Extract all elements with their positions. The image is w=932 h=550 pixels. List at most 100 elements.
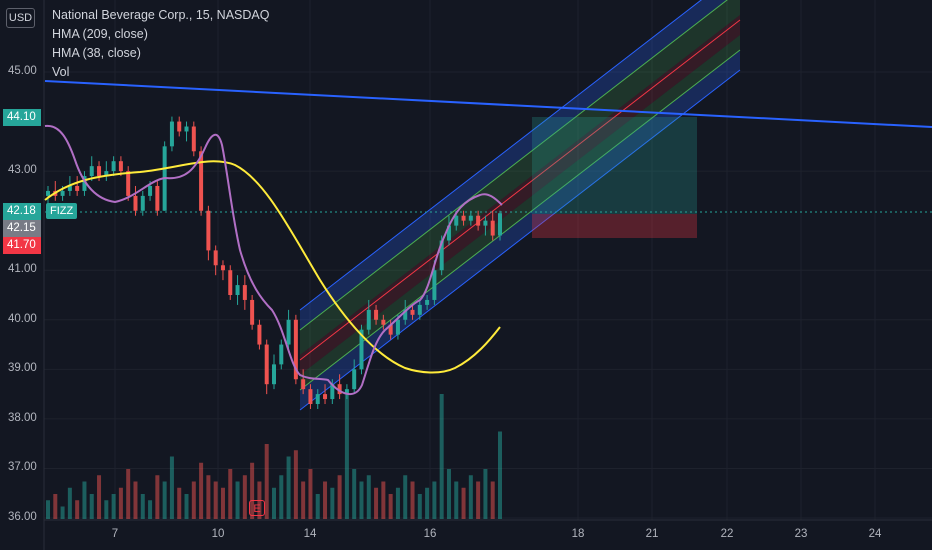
y-tick-label: 41.00 — [8, 263, 37, 276]
x-tick-label: 10 — [211, 528, 225, 540]
x-tick-label: 18 — [571, 528, 585, 540]
candle-body — [46, 190, 50, 196]
chart-grid — [44, 0, 932, 520]
candle-body — [140, 195, 145, 211]
volume-bar — [286, 456, 291, 519]
volume-bar — [337, 475, 342, 519]
candle-body — [286, 319, 291, 345]
hma-209-line — [44, 160, 501, 374]
ticker-badge: FIZZ — [46, 203, 78, 219]
volume-bar — [381, 481, 386, 519]
volume-bar — [454, 481, 459, 519]
candle-body — [111, 161, 116, 172]
candle-body — [257, 324, 262, 345]
candle-body — [432, 270, 437, 300]
volume-bar — [301, 481, 306, 519]
candlesticks — [46, 116, 502, 409]
candle-body — [118, 161, 123, 172]
candle-body — [483, 220, 488, 226]
candle-body — [293, 319, 298, 380]
volume-bar — [250, 462, 255, 519]
volume-bar — [432, 481, 437, 519]
earnings-marker[interactable]: E — [249, 500, 265, 516]
volume-bar — [425, 487, 430, 519]
candle-body — [126, 171, 131, 196]
candle-body — [213, 250, 218, 266]
price-label-current: 42.18 — [3, 203, 41, 220]
volume-bar — [395, 487, 400, 519]
candle-body — [337, 384, 342, 395]
candle-body — [264, 344, 269, 385]
candle-body — [410, 309, 415, 315]
candle-body — [89, 166, 94, 177]
candle-body — [308, 389, 313, 405]
volume-bar — [199, 462, 204, 519]
volume-bar — [476, 481, 481, 519]
volume-bar — [242, 475, 247, 519]
candle-body — [315, 394, 320, 405]
candle-body — [279, 344, 284, 365]
volume-bars — [46, 394, 502, 519]
volume-bar — [89, 494, 94, 519]
volume-bar — [111, 494, 116, 519]
candle-body — [359, 329, 364, 370]
candle-body — [301, 379, 306, 390]
channel-band — [300, 50, 740, 410]
volume-bar — [315, 494, 320, 519]
y-tick-label: 40.00 — [8, 312, 37, 325]
candle-body — [60, 190, 65, 196]
candle-body — [133, 195, 138, 211]
y-tick-label: 45.00 — [8, 65, 37, 77]
indicator-volume[interactable]: Vol — [52, 65, 70, 79]
volume-bar — [228, 469, 233, 519]
volume-bar — [148, 500, 153, 519]
candle-body — [97, 166, 102, 177]
volume-bar — [330, 487, 335, 519]
candle-body — [403, 309, 408, 320]
candle-body — [199, 151, 204, 211]
candle-body — [446, 225, 451, 241]
indicator-hma-209[interactable]: HMA (209, close) — [52, 27, 148, 41]
x-tick-label: 7 — [111, 528, 119, 540]
volume-bar — [169, 456, 174, 519]
candle-body — [468, 215, 473, 221]
volume-bar — [374, 487, 379, 519]
channel-line — [299, 19, 741, 361]
candle-body — [184, 126, 189, 132]
volume-bar — [67, 487, 72, 519]
volume-bar — [133, 481, 138, 519]
y-tick-label: 39.00 — [8, 362, 37, 375]
volume-bar — [388, 494, 393, 519]
candle-body — [191, 126, 196, 152]
volume-bar — [177, 487, 182, 519]
long-position-tool — [532, 117, 697, 238]
volume-bar — [264, 444, 269, 519]
candle-body — [323, 394, 328, 400]
candle-body — [461, 215, 466, 221]
volume-bar — [60, 506, 65, 519]
x-tick-label: 22 — [720, 528, 734, 540]
candle-body — [148, 185, 153, 196]
symbol-title[interactable]: National Beverage Corp., 15, NASDAQ — [52, 8, 270, 22]
candle-body — [498, 213, 502, 236]
candle-body — [67, 185, 72, 191]
y-tick-label: 38.00 — [8, 411, 37, 424]
x-tick-label: 21 — [645, 528, 659, 540]
volume-bar — [352, 469, 357, 519]
currency-badge[interactable]: USD — [6, 8, 35, 28]
candle-body — [177, 121, 182, 132]
indicator-hma-38[interactable]: HMA (38, close) — [52, 46, 141, 60]
candle-body — [206, 210, 211, 251]
price-label-lower: 41.70 — [3, 237, 41, 254]
x-tick-label: 23 — [794, 528, 808, 540]
channel-band — [300, 0, 740, 355]
regression-channel — [299, 0, 741, 411]
candle-body — [330, 384, 335, 400]
volume-bar — [162, 481, 167, 519]
volume-bar — [323, 481, 328, 519]
x-tick-label: 14 — [303, 528, 317, 540]
y-tick-label: 37.00 — [8, 461, 37, 474]
volume-bar — [155, 475, 160, 519]
volume-bar — [359, 481, 364, 519]
